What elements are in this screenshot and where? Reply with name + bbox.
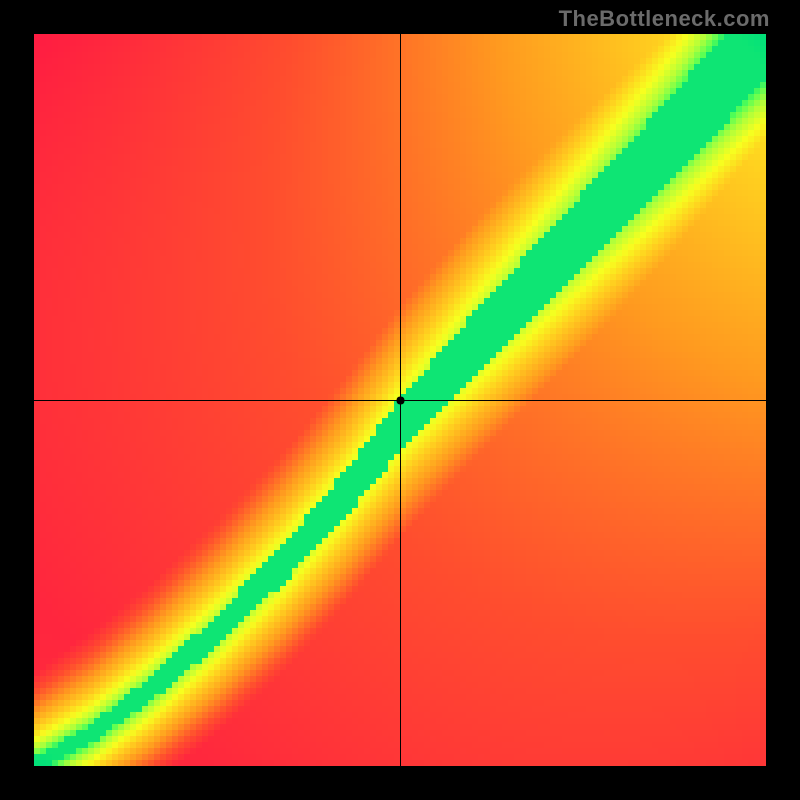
watermark-text: TheBottleneck.com [559,6,770,32]
bottleneck-heatmap-canvas [34,34,766,766]
chart-container: TheBottleneck.com [0,0,800,800]
